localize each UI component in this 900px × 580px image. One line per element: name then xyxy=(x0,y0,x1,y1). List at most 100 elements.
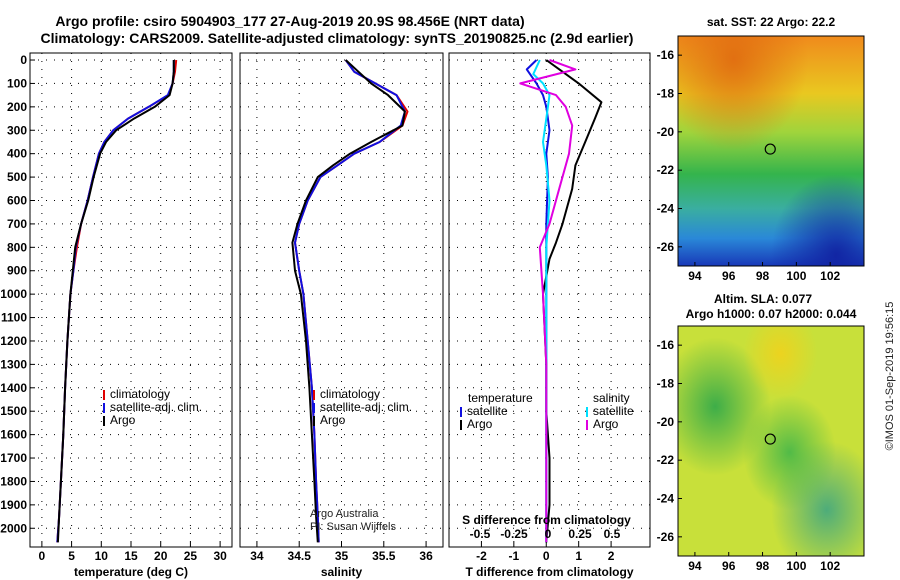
map-x-tick-label: 96 xyxy=(722,559,736,573)
sst-map: 94 96 98 100 102 -16 -18 -20 -22 -24 -26 xyxy=(657,35,865,283)
y-tick-label: 1400 xyxy=(0,381,27,395)
x-tick-label: 30 xyxy=(213,549,227,563)
top-tick-label: -0.25 xyxy=(500,527,528,541)
map-x-tick-label: 96 xyxy=(722,269,736,283)
legend-label: Argo xyxy=(467,417,493,431)
x-tick-label: -2 xyxy=(476,549,487,563)
y-tick-label: 700 xyxy=(7,217,27,231)
x-tick-label: 2 xyxy=(608,549,615,563)
x-tick-label: 35.5 xyxy=(372,549,396,563)
series-line-argo xyxy=(291,59,406,543)
panel-frame xyxy=(448,52,651,548)
series-line-argo xyxy=(519,59,577,543)
credit-text: Argo Australia xyxy=(310,508,379,520)
x-tick-label: 5 xyxy=(68,549,75,563)
map-y-tick-label: -18 xyxy=(657,87,675,101)
header-line-1: Argo profile: csiro 5904903_177 27-Aug-2… xyxy=(55,13,524,29)
map-x-tick-label: 100 xyxy=(786,559,806,573)
y-tick-label: 300 xyxy=(7,123,27,137)
map-y-tick-label: -24 xyxy=(657,202,675,216)
sst-argo-position-marker xyxy=(764,143,776,155)
y-tick-label: 400 xyxy=(7,147,27,161)
legend-label: satellite xyxy=(593,404,634,418)
x-tick-label: 10 xyxy=(95,549,109,563)
y-tick-label: 800 xyxy=(7,240,27,254)
y-tick-label: 900 xyxy=(7,264,27,278)
y-tick-label: 1200 xyxy=(0,334,27,348)
top-tick-label: 0.25 xyxy=(568,527,592,541)
x-tick-label: 15 xyxy=(124,549,138,563)
x-axis-label: salinity xyxy=(321,565,363,579)
top-axis-label: S difference from climatology xyxy=(462,513,631,527)
map-x-tick-label: 102 xyxy=(820,559,840,573)
map-y-tick-label: -22 xyxy=(657,163,675,177)
sla-map-title-line-1: Altim. SLA: 0.077 xyxy=(714,292,812,306)
x-tick-label: 25 xyxy=(184,549,198,563)
legend-label: temperature xyxy=(468,391,533,405)
legend-label: satellite xyxy=(467,404,508,418)
map-x-tick-label: 94 xyxy=(688,559,702,573)
x-tick-label: 34 xyxy=(250,549,264,563)
map-x-tick-label: 94 xyxy=(688,269,702,283)
map-y-tick-label: -16 xyxy=(657,338,675,352)
series-line-climatology xyxy=(56,59,178,543)
profile-panel-1: 0 5 10 15 20 25 30 temperature (deg C) 0 100 200 30… xyxy=(0,52,233,579)
sst-map-frame xyxy=(677,35,865,267)
panel-frame xyxy=(29,52,233,548)
sst-map-title: sat. SST: 22 Argo: 22.2 xyxy=(707,15,836,29)
y-tick-label: 1300 xyxy=(0,357,27,371)
x-tick-label: 20 xyxy=(154,549,168,563)
sla-map-low-patch-center xyxy=(678,326,864,556)
y-tick-label: 1500 xyxy=(0,404,27,418)
legend-label: satellite-adj. clim. xyxy=(320,400,412,414)
map-x-tick-label: 100 xyxy=(786,269,806,283)
map-y-tick-label: -26 xyxy=(657,530,675,544)
y-tick-label: 0 xyxy=(20,53,27,67)
y-tick-label: 200 xyxy=(7,100,27,114)
map-x-tick-label: 102 xyxy=(820,269,840,283)
header-line-2: Climatology: CARS2009. Satellite-adjuste… xyxy=(41,30,634,46)
y-tick-label: 1600 xyxy=(0,428,27,442)
series-line-argo xyxy=(56,60,175,543)
x-tick-label: 1 xyxy=(575,549,582,563)
legend-label: salinity xyxy=(593,391,630,405)
y-tick-label: 500 xyxy=(7,170,27,184)
y-tick-label: 1000 xyxy=(0,287,27,301)
sla-argo-position-marker xyxy=(764,433,776,445)
sla-map-title-line-2: Argo h1000: 0.07 h2000: 0.044 xyxy=(686,307,857,321)
legend-label: climatology xyxy=(320,387,380,401)
legend-label: Argo xyxy=(320,413,346,427)
legend-label: Argo xyxy=(110,413,136,427)
x-tick-label: 0 xyxy=(543,549,550,563)
x-tick-label: -1 xyxy=(509,549,520,563)
top-tick-label: 0.5 xyxy=(604,527,621,541)
map-y-tick-label: -20 xyxy=(657,415,675,429)
x-tick-label: 35 xyxy=(335,549,349,563)
top-tick-label: 0 xyxy=(545,527,552,541)
sla-map-frame xyxy=(677,325,865,557)
y-tick-label: 1700 xyxy=(0,451,27,465)
map-y-tick-label: -24 xyxy=(657,492,675,506)
map-y-tick-label: -22 xyxy=(657,453,675,467)
x-axis-label: T difference from climatology xyxy=(465,565,633,579)
imos-timestamp: ©IMOS 01-Sep-2019 19:56:15 xyxy=(884,302,896,451)
panel-frame xyxy=(239,52,444,548)
y-tick-label: 600 xyxy=(7,193,27,207)
credit-text: PI: Susan Wijffels xyxy=(310,521,396,533)
map-y-tick-label: -26 xyxy=(657,240,675,254)
y-tick-label: 1800 xyxy=(0,474,27,488)
legend-label: satellite-adj. clim. xyxy=(110,400,202,414)
sla-map: 94 96 98 100 102 -16 -18 -20 -22 -24 -26 xyxy=(657,325,865,573)
map-x-tick-label: 98 xyxy=(756,269,770,283)
x-tick-label: 0 xyxy=(39,549,46,563)
y-tick-label: 2000 xyxy=(0,521,27,535)
profile-panel-3: -2 -1 0 1 2 T difference from climatology temp… xyxy=(448,52,651,579)
y-tick-label: 100 xyxy=(7,76,27,90)
map-y-tick-label: -18 xyxy=(657,377,675,391)
x-axis-label: temperature (deg C) xyxy=(74,565,188,579)
y-tick-label: 1100 xyxy=(1,311,27,325)
series-line-argo xyxy=(542,59,603,543)
legend-label: climatology xyxy=(110,387,170,401)
x-tick-label: 36 xyxy=(419,549,433,563)
